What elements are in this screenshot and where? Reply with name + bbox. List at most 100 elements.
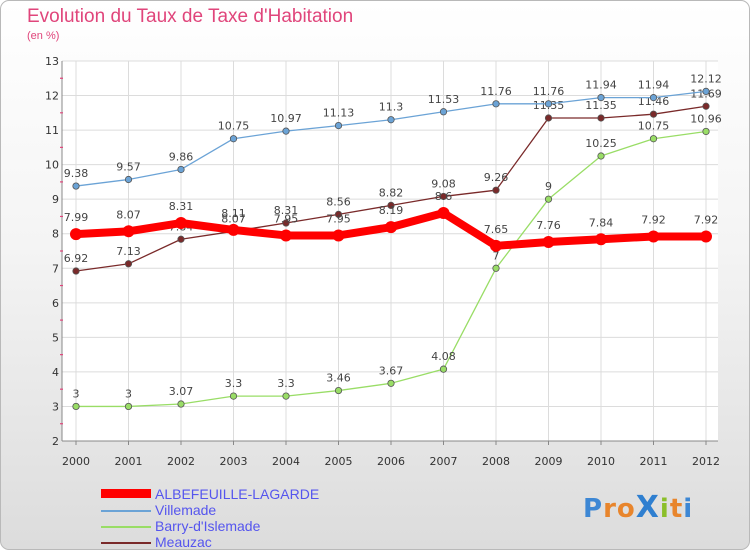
data-label: 7	[493, 249, 500, 262]
data-label: 3.67	[379, 364, 404, 377]
data-point	[385, 221, 397, 234]
y-tick-label: 3	[52, 400, 59, 413]
data-point	[544, 114, 553, 122]
data-label: 11.76	[533, 85, 565, 98]
x-tick-label: 2012	[692, 455, 720, 468]
data-point	[124, 402, 133, 411]
data-point	[492, 186, 500, 194]
data-point	[70, 228, 82, 241]
data-point	[177, 165, 185, 174]
data-label: 8.19	[379, 204, 404, 217]
y-tick-label: 5	[52, 331, 59, 344]
data-point	[282, 219, 290, 227]
data-label: 8.11	[221, 207, 246, 220]
legend-swatch	[101, 526, 151, 528]
data-label: 7.92	[694, 213, 719, 226]
data-label: 3	[73, 387, 80, 400]
data-point	[649, 135, 658, 143]
legend-label: Villemade	[155, 502, 217, 518]
data-point	[229, 135, 238, 143]
data-point	[387, 201, 395, 209]
data-point	[542, 236, 555, 249]
data-label: 11.13	[323, 107, 355, 120]
data-point	[490, 239, 502, 252]
x-tick-label: 2009	[535, 455, 563, 468]
data-point	[544, 195, 553, 203]
logo-letter: o	[616, 494, 636, 524]
data-point	[647, 230, 660, 243]
data-point	[702, 127, 710, 136]
data-label: 12.12	[690, 72, 722, 85]
x-tick-label: 2006	[377, 455, 405, 468]
data-point	[439, 192, 448, 201]
data-point	[649, 94, 658, 102]
data-label: 8.82	[379, 186, 404, 199]
data-point	[177, 235, 185, 243]
logo-letter: i	[659, 494, 670, 524]
logo-letter: X	[635, 490, 660, 525]
data-point	[124, 260, 133, 268]
data-label: 6.92	[64, 252, 89, 265]
x-tick-label: 2011	[640, 455, 668, 468]
x-tick-label: 2001	[115, 455, 143, 468]
data-label: 11.35	[585, 99, 617, 112]
data-label: 8.31	[274, 204, 299, 217]
data-point	[177, 400, 185, 408]
y-tick-label: 4	[52, 366, 59, 379]
x-tick-label: 2005	[325, 455, 353, 468]
data-point	[124, 175, 133, 184]
legend-swatch	[101, 489, 151, 498]
data-label: 4.08	[431, 350, 456, 363]
data-point	[597, 114, 605, 122]
legend-label: Barry-d'Islemade	[155, 518, 261, 534]
data-point	[492, 100, 500, 108]
data-label: 9.08	[431, 177, 456, 190]
data-label: 9.26	[484, 171, 509, 184]
data-point	[437, 207, 450, 219]
data-label: 8.6	[435, 190, 453, 203]
data-point	[544, 100, 553, 108]
data-label: 3.3	[277, 377, 295, 390]
x-tick-label: 2010	[587, 455, 615, 468]
logo-letter: r	[603, 494, 617, 524]
data-point	[334, 210, 343, 218]
data-point	[597, 152, 605, 160]
data-point	[702, 87, 710, 96]
data-label: 10.25	[585, 137, 617, 150]
data-label: 9	[545, 180, 552, 193]
data-label: 9.38	[64, 167, 89, 180]
data-label: 3.46	[326, 372, 351, 385]
data-point	[492, 264, 500, 272]
data-label: 9.86	[169, 150, 194, 163]
y-tick-label: 13	[45, 55, 59, 68]
data-point	[702, 102, 710, 110]
x-tick-label: 2002	[167, 455, 195, 468]
logo-letter: P	[583, 494, 604, 524]
data-point	[332, 229, 345, 242]
y-tick-label: 2	[52, 435, 59, 448]
x-tick-label: 2000	[62, 455, 90, 468]
y-tick-label: 6	[52, 297, 59, 310]
data-point	[387, 116, 395, 124]
data-point	[175, 217, 187, 230]
x-tick-label: 2007	[430, 455, 458, 468]
data-point	[122, 225, 135, 238]
data-point	[282, 127, 290, 135]
legend-swatch	[101, 542, 151, 544]
data-point	[282, 392, 290, 400]
data-label: 7.76	[536, 219, 561, 232]
data-point	[227, 223, 240, 236]
data-label: 8.56	[326, 195, 351, 208]
data-label: 11.46	[638, 95, 670, 108]
data-label: 7.92	[641, 213, 666, 226]
data-label: 7.99	[64, 211, 89, 224]
data-point	[597, 94, 605, 102]
x-tick-label: 2008	[482, 455, 510, 468]
data-label: 10.96	[690, 112, 722, 125]
x-tick-label: 2004	[272, 455, 300, 468]
y-tick-label: 11	[45, 124, 59, 137]
data-point	[700, 230, 712, 243]
legend-label: ALBEFEUILLE-LAGARDE	[155, 486, 320, 502]
data-label: 11.3	[379, 101, 404, 114]
